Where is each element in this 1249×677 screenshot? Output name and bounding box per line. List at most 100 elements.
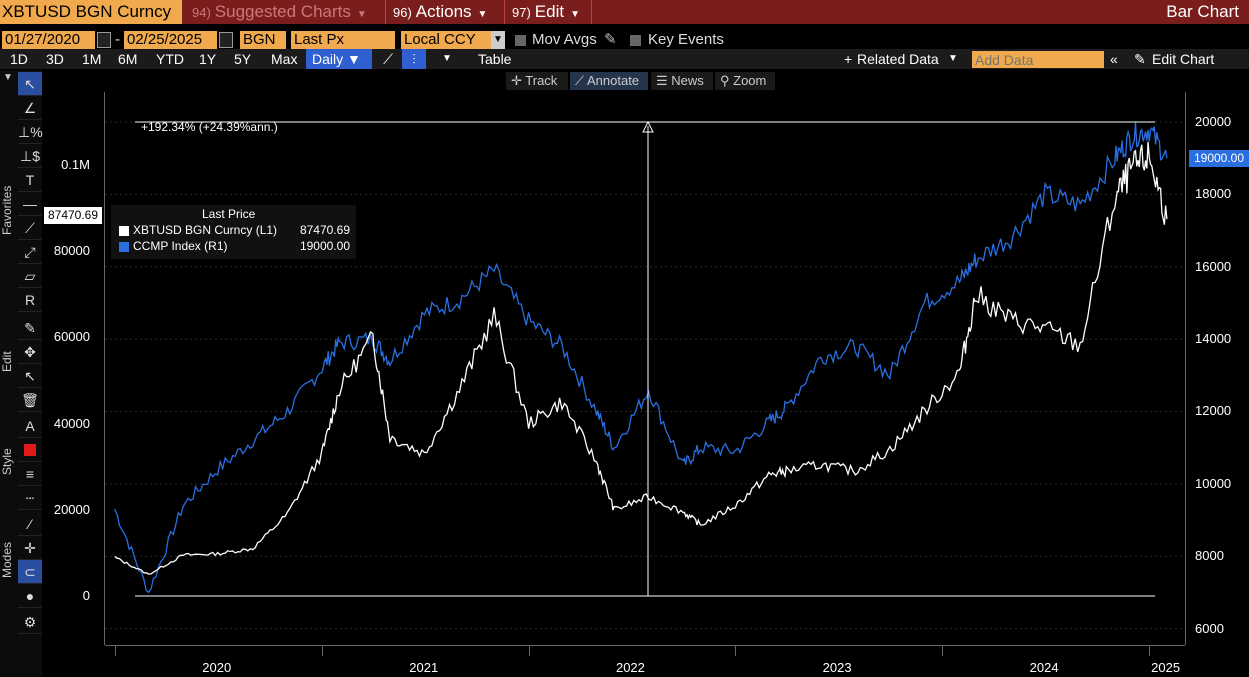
edit-chart-button[interactable]: Edit Chart xyxy=(1152,51,1215,67)
right-tick-label: 8000 xyxy=(1195,548,1224,564)
news-icon: ☰ xyxy=(656,73,672,88)
table-button[interactable]: Table xyxy=(478,51,512,67)
x-tick-label: 2022 xyxy=(615,660,645,675)
edit-pencil-icon[interactable]: ✎ xyxy=(1134,51,1146,67)
percent-change-icon[interactable]: ⊥% xyxy=(18,120,43,144)
menu-number: 94) xyxy=(192,5,211,20)
annotate-icon: ⟋ xyxy=(575,73,587,88)
price-chart[interactable]: +192.34% (+24.39%ann.) xyxy=(105,92,1185,645)
legend-swatch-ccmp xyxy=(119,242,129,252)
erase-mode-icon[interactable]: ⁄ xyxy=(18,512,42,536)
mov-avgs-label: Mov Avgs xyxy=(532,31,597,48)
regression-icon[interactable]: R xyxy=(18,288,42,312)
tab-1m[interactable]: 1M xyxy=(82,51,102,67)
end-date-input[interactable]: 02/25/2025 xyxy=(124,31,217,49)
x-tick-label: 2025 xyxy=(1151,660,1181,675)
start-date-input[interactable]: 01/27/2020 xyxy=(2,31,95,49)
plus-icon[interactable]: + xyxy=(844,51,853,67)
legend-axis-tag: (R1) xyxy=(204,239,228,253)
trend-line-icon[interactable]: ⟋ xyxy=(18,216,42,240)
chevron-down-icon[interactable]: ▼ xyxy=(3,72,13,83)
currency-select[interactable]: Local CCY xyxy=(401,31,491,49)
gear-icon[interactable]: ⚙ xyxy=(18,610,42,634)
pointer-icon[interactable]: ↖ xyxy=(18,72,42,96)
move-icon[interactable]: ✥ xyxy=(18,340,42,364)
collapse-left-icon[interactable]: « xyxy=(1110,51,1118,67)
track-label: Track xyxy=(525,73,558,88)
source-input[interactable]: BGN xyxy=(240,31,286,49)
channel-icon[interactable]: ▱ xyxy=(18,264,42,288)
line-style-icon[interactable]: ┄ xyxy=(18,486,42,510)
trash-icon[interactable]: 🗑 xyxy=(18,388,42,412)
related-data-button[interactable]: Related Data xyxy=(857,51,939,67)
left-tick-label: 60000 xyxy=(53,329,90,345)
series-line xyxy=(114,122,1168,594)
price-change-icon[interactable]: ⊥$ xyxy=(18,144,42,168)
track-tool[interactable]: ✛ Track xyxy=(506,72,568,90)
font-icon[interactable]: A xyxy=(18,414,42,438)
legend-value-xbtusd: 87470.69 xyxy=(299,223,350,237)
left-axis: 0.1M 80000 60000 40000 20000 0 xyxy=(40,92,104,645)
horizontal-line-icon[interactable]: — xyxy=(18,192,42,216)
bar-chart-icon[interactable]: ⫶ xyxy=(402,49,426,69)
line-chart-icon[interactable]: ⟋ xyxy=(383,51,393,67)
x-axis: 2020 2021 2022 2023 2024 2025 xyxy=(105,646,1185,677)
menu-label: Suggested Charts xyxy=(214,2,351,21)
ticker-field[interactable]: XBTUSD BGN Curncy xyxy=(0,0,182,24)
line-weight-icon[interactable]: ≡ xyxy=(18,462,42,486)
right-tick-label: 18000 xyxy=(1195,186,1232,202)
tab-5y[interactable]: 5Y xyxy=(234,51,252,67)
x-tick-label: 2020 xyxy=(202,660,232,675)
tab-1y[interactable]: 1Y xyxy=(199,51,217,67)
add-point-icon[interactable]: ↖ xyxy=(18,364,42,388)
chart-type-label: Bar Chart xyxy=(1166,2,1239,21)
right-tick-label: 6000 xyxy=(1195,620,1224,636)
zoom-tool[interactable]: ⚲ Zoom xyxy=(715,72,775,90)
chevron-down-icon[interactable]: ▼ xyxy=(491,31,505,49)
annotate-label: Annotate xyxy=(587,73,640,88)
right-tick-label: 14000 xyxy=(1195,331,1232,347)
pencil-icon[interactable]: ✎ xyxy=(604,31,617,48)
pen-icon[interactable]: ✎ xyxy=(18,316,42,340)
suggested-charts-menu[interactable]: 94) Suggested Charts ▼ xyxy=(186,0,386,24)
x-tick-mark xyxy=(528,646,530,656)
chevron-down-icon[interactable]: ▼ xyxy=(442,53,452,64)
key-events-checkbox[interactable] xyxy=(630,35,641,46)
ray-icon[interactable]: ⤢ xyxy=(18,240,42,264)
legend-item-ccmp: CCMP Index (R1) xyxy=(133,239,228,253)
tab-6m[interactable]: 6M xyxy=(118,51,138,67)
menu-number: 97) xyxy=(512,5,531,20)
actions-menu[interactable]: 96) Actions ▼ xyxy=(387,0,505,24)
multi-color-icon[interactable]: ● xyxy=(18,584,42,608)
mov-avgs-checkbox[interactable] xyxy=(515,35,526,46)
tab-max[interactable]: Max xyxy=(271,51,298,67)
add-data-input[interactable] xyxy=(972,51,1104,68)
annotate-tool[interactable]: ⟋ Annotate xyxy=(570,72,648,90)
magnet-icon[interactable]: ⊂ xyxy=(18,560,42,584)
chevron-down-icon[interactable]: ▼ xyxy=(948,53,958,64)
periodicity-select[interactable]: Daily ▼ xyxy=(306,49,372,69)
legend-value-ccmp: 19000.00 xyxy=(299,239,350,253)
news-tool[interactable]: ☰ News xyxy=(651,72,713,90)
field-input[interactable]: Last Px xyxy=(291,31,395,49)
sidebar-group-style: Style xyxy=(0,448,14,476)
right-tick-label: 16000 xyxy=(1195,258,1232,274)
snap-mode-icon[interactable]: ✛ xyxy=(18,536,42,560)
right-tick-label: 12000 xyxy=(1195,403,1232,419)
text-icon[interactable]: T xyxy=(18,168,42,192)
calendar-icon[interactable] xyxy=(219,32,233,48)
left-tick-label: 0 xyxy=(82,588,90,603)
edit-menu[interactable]: 97) Edit ▼ xyxy=(506,0,592,24)
tab-1d[interactable]: 1D xyxy=(10,51,28,67)
draw-line-icon[interactable]: ∠ xyxy=(18,96,42,120)
arrow-up-icon xyxy=(642,120,654,133)
color-picker-icon[interactable] xyxy=(18,438,42,462)
right-tick-label: 10000 xyxy=(1195,475,1232,491)
menu-label: Edit xyxy=(534,2,565,21)
calendar-icon[interactable] xyxy=(97,32,111,48)
tab-ytd[interactable]: YTD xyxy=(156,51,184,67)
tab-3d[interactable]: 3D xyxy=(46,51,64,67)
left-tick-label: 0.1M xyxy=(61,157,90,173)
caret-down-icon: ▼ xyxy=(356,9,367,20)
x-tick-label: 2024 xyxy=(1029,660,1059,675)
